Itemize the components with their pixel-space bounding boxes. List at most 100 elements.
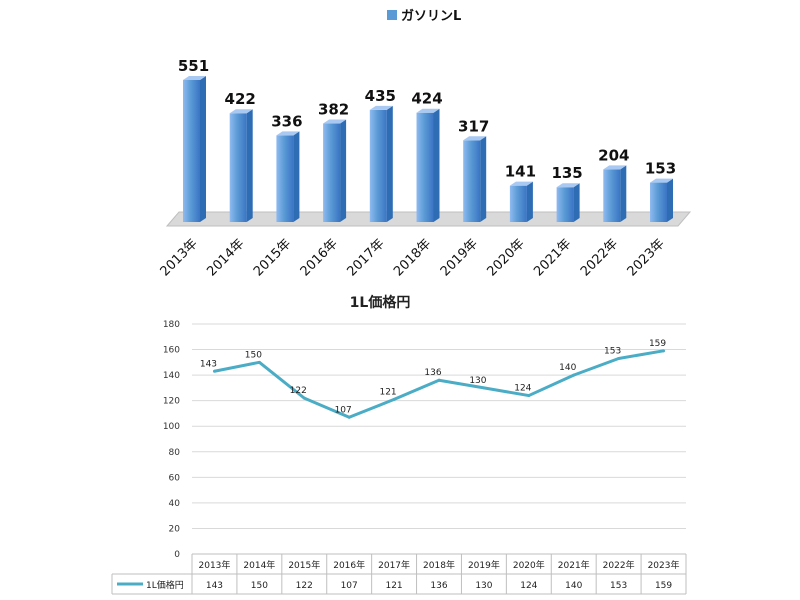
table-header-cell: 2020年	[513, 559, 545, 571]
bar-5	[416, 108, 440, 222]
table-header-cell: 2023年	[648, 559, 680, 571]
y-tick-label: 140	[163, 371, 180, 381]
data-label: 124	[514, 384, 531, 394]
table-value-cell: 121	[385, 581, 402, 591]
y-tick-label: 100	[163, 422, 180, 432]
y-tick-label: 160	[163, 346, 180, 356]
y-tick-label: 0	[174, 550, 180, 560]
data-point	[572, 373, 576, 377]
data-point	[257, 360, 261, 364]
table-header-cell: 2018年	[423, 559, 455, 571]
line-chart-title: 1L価格円	[350, 294, 411, 311]
bar-7	[509, 181, 533, 222]
bar-4	[369, 105, 393, 222]
bar-x-tick: 2016年	[298, 236, 341, 279]
bar-8	[556, 183, 580, 222]
bar-data-label: 336	[271, 112, 302, 130]
table-series-name: 1L価格円	[146, 579, 184, 591]
line-chart: 1L価格円 0 20 40 60 80 100 120 140 160 180 143 150 122 10…	[111, 294, 687, 595]
bar-3	[323, 119, 347, 222]
bar-data-label: 382	[318, 101, 349, 119]
bar-x-tick: 2023年	[625, 236, 668, 279]
bar-front	[650, 182, 667, 222]
table-value-cell: 140	[565, 581, 582, 591]
bar-side	[246, 109, 253, 222]
y-tick-label: 180	[163, 320, 180, 330]
data-label: 159	[649, 339, 666, 349]
table-value-cell: 107	[341, 581, 358, 591]
bar-front	[509, 185, 527, 222]
bar-x-tick: 2014年	[204, 236, 247, 279]
data-point	[302, 396, 306, 400]
bar-x-tick: 2018年	[391, 236, 434, 279]
legend-swatch	[387, 10, 397, 20]
bar-front	[463, 140, 481, 222]
bar-chart: ガソリンL 551 2013年 422 2014年 336 2015年 382 2016年 435…	[158, 9, 692, 279]
bar-side	[293, 131, 300, 222]
data-label: 122	[290, 386, 307, 396]
table-header-cell: 2022年	[603, 559, 635, 571]
legend-label: ガソリンL	[401, 9, 461, 24]
bar-front	[323, 123, 341, 222]
bar-top	[509, 181, 533, 186]
series-line	[214, 349, 664, 419]
bar-top	[603, 165, 627, 170]
bar-top	[556, 183, 580, 188]
data-label: 121	[379, 387, 396, 397]
bar-top	[276, 131, 300, 136]
bar-2	[276, 131, 300, 222]
bar-data-label: 317	[458, 117, 489, 135]
table-value-cell: 159	[655, 581, 672, 591]
bar-top	[463, 136, 487, 141]
y-tick-label: 20	[169, 524, 181, 534]
data-label: 107	[335, 405, 352, 415]
bar-x-tick: 2017年	[344, 236, 387, 279]
data-point	[437, 378, 441, 382]
data-point	[527, 394, 531, 398]
data-label: 130	[469, 376, 486, 386]
bar-front	[183, 80, 200, 222]
y-tick-label: 120	[163, 397, 180, 407]
table-value-cell: 124	[520, 581, 537, 591]
table-header-cell: 2017年	[378, 559, 410, 571]
data-table: 2013年 143 2014年 150 2015年 122 2016年 107 2017年 121…	[111, 553, 687, 595]
bar-side	[667, 178, 673, 222]
bar-data-label: 435	[365, 87, 396, 105]
bar-9	[603, 165, 627, 222]
bar-top	[183, 76, 206, 80]
bar-x-tick: 2021年	[531, 236, 574, 279]
bar-data-label: 141	[505, 163, 536, 181]
data-point	[347, 415, 351, 419]
y-tick-label: 40	[169, 499, 181, 509]
data-point	[662, 349, 666, 353]
bar-x-tick: 2022年	[578, 236, 621, 279]
bar-side	[620, 165, 627, 222]
data-label: 153	[604, 347, 621, 357]
bar-front	[416, 112, 434, 222]
bar-side	[200, 76, 206, 222]
table-value-cell: 130	[475, 581, 492, 591]
bar-x-tick: 2020年	[485, 236, 528, 279]
table-header-cell: 2015年	[288, 559, 320, 571]
bar-x-tick: 2015年	[251, 236, 294, 279]
bar-side	[433, 108, 440, 222]
data-label: 140	[559, 363, 576, 373]
table-value-cell: 150	[251, 581, 268, 591]
table-value-cell: 143	[206, 581, 223, 591]
bar-0	[183, 76, 206, 222]
bar-data-label: 153	[645, 160, 676, 178]
bar-top	[369, 105, 393, 110]
data-point	[212, 369, 216, 373]
bar-10	[650, 178, 673, 222]
bar-side	[480, 136, 487, 222]
bar-top	[416, 108, 440, 113]
bar-front	[369, 109, 387, 222]
data-point	[617, 357, 621, 360]
y-tick-label: 80	[169, 448, 181, 458]
bar-data-label: 551	[178, 57, 209, 75]
bar-6	[463, 136, 487, 222]
bar-data-label: 422	[225, 90, 256, 108]
bar-x-tick: 2019年	[438, 236, 481, 279]
data-point	[482, 386, 486, 390]
bar-front	[276, 135, 294, 222]
